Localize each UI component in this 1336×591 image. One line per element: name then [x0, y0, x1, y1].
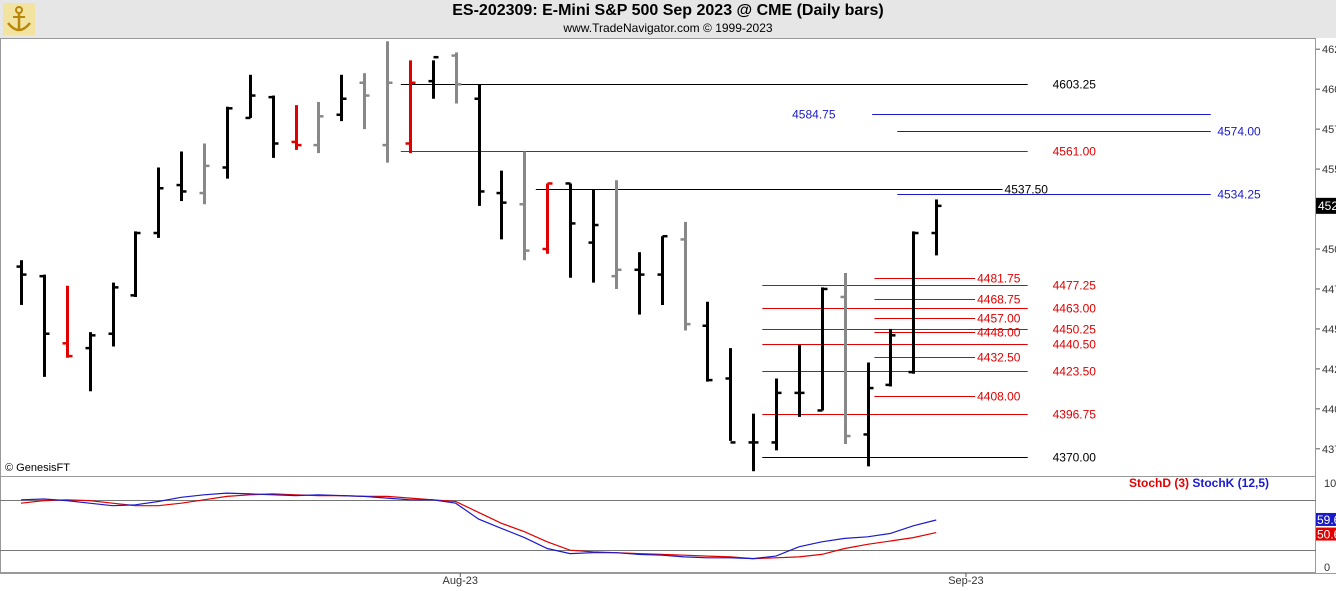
bars-layer	[16, 41, 942, 472]
ohlc-bar-18	[428, 55, 439, 99]
date-tick-label-1: Sep-23	[948, 575, 983, 587]
level-label-9: 4463.00	[1053, 302, 1097, 316]
level-label-17: 4396.75	[1053, 408, 1097, 422]
stoch-axis-label-bottom: 0	[1324, 562, 1330, 574]
price-tick-label-9: 4600.00	[1322, 84, 1336, 96]
ohlc-bar-32	[748, 413, 759, 472]
ohlc-bar-30	[702, 301, 713, 382]
date-tick-label-0: Aug-23	[443, 575, 478, 587]
ohlc-bar-1	[39, 274, 50, 377]
ohlc-bar-21	[496, 170, 507, 240]
ohlc-bar-14	[336, 74, 347, 122]
level-label-15: 4423.50	[1053, 365, 1097, 379]
ohlc-bar-0	[16, 260, 27, 305]
ohlc-bar-37	[863, 362, 874, 467]
price-tick-label-2: 4425.00	[1322, 364, 1336, 376]
level-label-4: 4537.50	[1005, 183, 1049, 197]
price-axis: 4375.00 4400.00 4425.00 4450.00 4475.00 4500.…	[1316, 44, 1336, 456]
ohlc-bar-24	[565, 182, 576, 278]
ohlc-bar-38	[885, 328, 896, 387]
level-label-6: 4481.75	[977, 272, 1021, 286]
ohlc-bar-11	[268, 95, 279, 158]
ohlc-bar-29	[680, 221, 691, 331]
stoch-series-1	[20, 492, 937, 560]
ohlc-bar-40	[931, 199, 942, 256]
level-label-12: 4448.00	[977, 326, 1021, 340]
price-tick-label-3: 4450.00	[1322, 324, 1336, 336]
ohlc-bar-34	[794, 344, 805, 417]
price-tick-label-1: 4400.00	[1322, 404, 1336, 416]
levels-layer: 4603.25 4584.75 4574.00 4561.00 4537.50 4534.…	[400, 78, 1261, 465]
level-label-5: 4534.25	[1217, 188, 1261, 202]
stoch-d-value: 50.60	[1317, 528, 1336, 542]
ohlc-bar-10	[245, 74, 256, 120]
stoch-d-value-box	[1316, 527, 1336, 541]
ohlc-bar-13	[313, 101, 324, 154]
ohlc-bar-5	[130, 231, 141, 297]
price-tick-label-10: 4625.00	[1322, 44, 1336, 56]
ohlc-bar-15	[359, 73, 370, 130]
current-price-box	[1316, 197, 1336, 214]
level-label-13: 4440.50	[1053, 338, 1097, 352]
legend-stoch-k: StochK (12,5)	[1192, 476, 1269, 490]
level-label-10: 4457.00	[977, 312, 1021, 326]
level-label-16: 4408.00	[977, 390, 1021, 404]
level-label-1: 4584.75	[792, 108, 836, 122]
ohlc-bar-2	[62, 285, 73, 358]
level-label-14: 4432.50	[977, 351, 1021, 365]
ohlc-bar-4	[108, 282, 119, 347]
level-label-0: 4603.25	[1053, 78, 1097, 92]
stoch-k-value-box	[1316, 512, 1336, 526]
ohlc-bar-28	[657, 234, 668, 305]
ohlc-bar-19	[451, 52, 462, 104]
anchor-logo-icon	[3, 3, 35, 35]
price-tick-label-5: 4500.00	[1322, 244, 1336, 256]
price-tick-label-7: 4550.00	[1322, 164, 1336, 176]
level-label-8: 4468.75	[977, 293, 1021, 307]
copyright-label: © GenesisFT	[5, 462, 70, 474]
price-tick-label-4: 4475.00	[1322, 284, 1336, 296]
ohlc-bar-9	[222, 106, 233, 179]
ohlc-bar-20	[474, 84, 485, 206]
ohlc-bar-8	[199, 143, 210, 205]
legend-stoch-d: StochD (3)	[1129, 476, 1189, 490]
ohlc-bar-17	[405, 60, 416, 154]
price-tick-label-8: 4575.00	[1322, 124, 1336, 136]
chart-title: ES-202309: E-Mini S&P 500 Sep 2023 @ CME…	[452, 2, 884, 19]
ohlc-bar-6	[153, 167, 164, 238]
ohlc-bar-7	[176, 151, 187, 202]
stoch-axis-label-top: 100	[1324, 478, 1336, 490]
ohlc-bar-12	[291, 105, 302, 150]
ohlc-bar-31	[725, 348, 736, 444]
ohlc-bar-25	[588, 189, 599, 283]
ohlc-bar-3	[85, 332, 96, 392]
level-label-7: 4477.25	[1053, 279, 1097, 293]
stoch-panel-frame	[0, 476, 1316, 573]
stoch-k-value: 59.63	[1317, 513, 1336, 527]
level-label-2: 4574.00	[1217, 125, 1261, 139]
current-price-label: 4527.00	[1318, 199, 1336, 213]
date-axis: Aug-23 Sep-23	[443, 573, 984, 587]
price-tick-label-0: 4375.00	[1322, 444, 1336, 456]
level-label-18: 4370.00	[1053, 451, 1097, 465]
ohlc-bar-26	[611, 180, 622, 289]
ohlc-bar-22	[519, 151, 530, 261]
stochastic-panel: StochD (3)StochK (12,5) 100 0 59.6350.60	[0, 476, 1336, 574]
price-panel-frame	[0, 38, 1316, 477]
level-label-3: 4561.00	[1053, 145, 1097, 159]
ohlc-bar-36	[840, 272, 851, 445]
ohlc-bar-27	[634, 252, 645, 315]
level-label-11: 4450.25	[1053, 323, 1097, 337]
chart-subtitle: www.TradeNavigator.com © 1999-2023	[563, 21, 773, 35]
chart-header	[0, 0, 1336, 38]
ohlc-bar-33	[771, 378, 782, 451]
stoch-series-0	[20, 493, 937, 560]
ohlc-bar-16	[382, 41, 393, 163]
ohlc-bar-23	[542, 182, 553, 254]
ohlc-bar-39	[908, 231, 919, 374]
ohlc-bar-35	[817, 287, 828, 412]
